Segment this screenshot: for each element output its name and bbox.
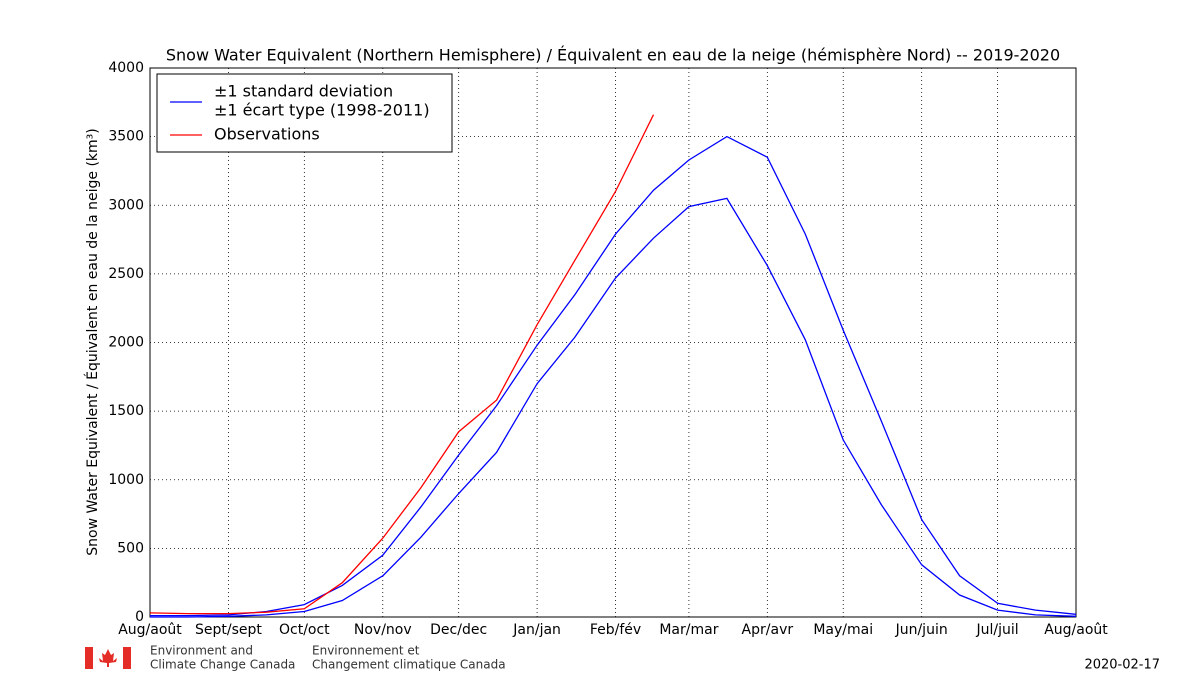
x-tick-label: Nov/nov [354,622,412,638]
x-tick-label: Jul/juil [975,622,1018,638]
flag-bar [85,647,93,669]
legend: ±1 standard deviation ±1 écart type (199… [156,73,453,153]
y-tick-label: 0 [135,609,144,625]
x-tick-label: Mar/mar [659,622,718,638]
x-tick-label: Aug/août [118,622,182,638]
y-tick-label: 2000 [108,335,144,351]
chart-title: Snow Water Equivalent (Northern Hemisphe… [166,46,1060,65]
y-tick-label: 1000 [108,472,144,488]
y-tick-label: 4000 [108,60,144,76]
x-tick-label: Dec/dec [430,622,487,638]
x-tick-label: Jun/juin [895,622,948,638]
x-tick-label: Sept/sept [195,622,262,638]
y-tick-label: 3500 [108,129,144,145]
date: 2020-02-17 [1084,658,1160,673]
legend-box [156,73,453,153]
x-tick-label: May/mai [813,622,873,638]
series-line-lower [150,197,1077,618]
x-tick-label: Oct/oct [279,622,330,638]
legend-label: ±1 écart type (1998-2011) [214,101,430,120]
legend-label: ±1 standard deviation [214,82,393,101]
legend-label: Observations [214,125,320,144]
x-tick-label: Apr/avr [742,622,794,638]
x-tick-label: Aug/août [1044,622,1108,638]
x-tick-label: Jan/jan [512,622,561,638]
agency-fr: Changement climatique Canada [312,658,506,672]
y-tick-label: 1500 [108,403,144,419]
agency-en: Climate Change Canada [150,658,295,672]
y-tick-label: 2500 [108,266,144,282]
logo [85,647,131,669]
maple-leaf [99,649,117,667]
y-tick-label: 500 [117,540,144,556]
flag-bar [123,647,131,669]
agency-fr: Environnement et [312,644,420,658]
agency-en: Environment and [150,644,253,658]
y-axis-label: Snow Water Equivalent / Équivalent en ea… [84,128,101,556]
x-tick-label: Feb/fév [590,622,641,638]
y-tick-label: 3000 [108,197,144,213]
series-line [149,114,655,615]
series-line [150,135,1077,617]
